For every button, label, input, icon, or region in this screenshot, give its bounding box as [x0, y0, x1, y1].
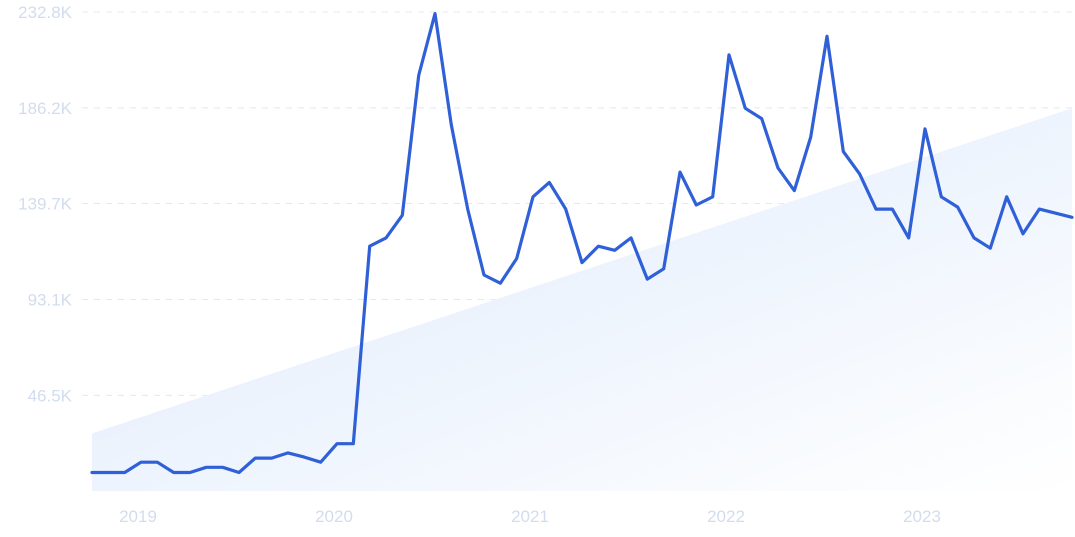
x-tick-label: 2019 — [119, 507, 157, 526]
series-group — [90, 12, 1074, 475]
trend-area-fill — [92, 108, 1072, 491]
y-tick-label: 232.8K — [18, 3, 73, 22]
series-line — [90, 12, 1074, 475]
x-axis-labels: 2019 2020 2021 2022 2023 — [119, 507, 941, 526]
x-tick-label: 2020 — [315, 507, 353, 526]
y-tick-label: 93.1K — [28, 290, 73, 309]
y-tick-label: 139.7K — [18, 195, 73, 214]
x-tick-label: 2023 — [903, 507, 941, 526]
x-tick-label: 2021 — [511, 507, 549, 526]
y-tick-label: 46.5K — [28, 386, 73, 405]
trend-area — [92, 108, 1072, 491]
y-axis-labels: 46.5K 93.1K 139.7K 186.2K 232.8K — [18, 3, 73, 405]
x-tick-label: 2022 — [707, 507, 745, 526]
y-tick-label: 186.2K — [18, 99, 73, 118]
